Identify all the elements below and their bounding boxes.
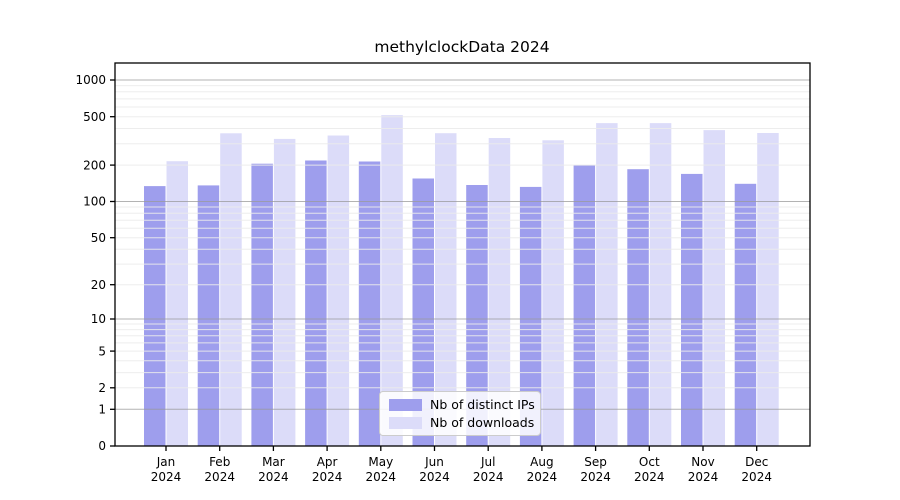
bar-sep-distinct-ips [573,165,596,446]
x-tick-label-month: Jan [156,455,176,469]
legend-swatch-downloads [389,416,422,429]
bar-dec-distinct-ips [734,183,757,447]
x-tick-label-month: Mar [262,455,285,469]
bar-jun-distinct-ips [412,178,434,446]
x-tick-label-year: 2024 [366,470,397,484]
y-tick-label: 2 [98,381,106,395]
x-tick-label-month: Sep [584,455,607,469]
bar-may-distinct-ips [358,161,381,446]
y-tick-label: 100 [83,195,106,209]
x-tick-label-month: Nov [691,455,714,469]
bar-feb-downloads [220,133,242,447]
x-tick-label-month: Oct [639,455,660,469]
x-tick-label-month: Feb [209,455,230,469]
y-tick-label: 0 [98,439,106,453]
x-tick-label-month: Aug [530,455,553,469]
y-tick-label: 20 [91,278,106,292]
bar-apr-downloads [327,135,350,446]
x-tick-label-year: 2024 [688,470,719,484]
bar-mar-distinct-ips [251,163,273,446]
x-tick-label-month: Jun [424,455,444,469]
bar-oct-distinct-ips [627,169,649,446]
legend-row-downloads: Nb of downloads [389,415,535,430]
gridlines-layer [115,79,810,410]
y-tick-label: 10 [91,312,106,326]
x-tick-label-year: 2024 [258,470,289,484]
bar-jan-distinct-ips [144,186,166,446]
x-tick-label-month: Dec [745,455,768,469]
x-tick-label-year: 2024 [419,470,450,484]
x-tick-label-year: 2024 [527,470,558,484]
axes-layer: 01251020501002005001000Jan2024Feb2024Mar… [75,62,811,484]
bar-dec-downloads [757,133,779,446]
bar-aug-distinct-ips [519,186,542,446]
x-tick-label-year: 2024 [580,470,611,484]
x-tick-label-month: May [368,455,393,469]
chart-title: methylclockData 2024 [374,38,549,56]
bar-aug-downloads [542,140,564,447]
bar-jul-downloads [488,138,511,446]
bar-nov-downloads [703,130,725,446]
legend-row-distinct-ips: Nb of distinct IPs [389,397,535,412]
bar-nov-distinct-ips [681,173,703,446]
bar-mar-downloads [273,138,296,446]
x-tick-label-year: 2024 [473,470,504,484]
x-tick-label-year: 2024 [312,470,343,484]
x-tick-label-month: Apr [317,455,338,469]
legend-swatch-distinct-ips [389,398,422,411]
x-tick-label-year: 2024 [204,470,235,484]
bar-jul-distinct-ips [466,185,488,446]
y-tick-label: 500 [83,110,106,124]
y-tick-label: 1 [98,403,106,417]
bar-may-downloads [381,115,403,446]
bar-jun-downloads [435,133,457,446]
bar-feb-distinct-ips [197,185,220,446]
y-tick-label: 50 [91,231,106,245]
legend-label-downloads: Nb of downloads [430,415,535,430]
plot-frame [114,62,811,447]
x-tick-label-year: 2024 [634,470,665,484]
bar-apr-distinct-ips [305,160,327,446]
x-tick-label-year: 2024 [741,470,772,484]
y-tick-label: 1000 [75,73,106,87]
x-tick-label-month: Jul [480,455,495,469]
y-tick-label: 200 [83,158,106,172]
bar-jan-downloads [166,161,188,446]
legend: Nb of distinct IPs Nb of downloads [379,391,541,436]
y-tick-label: 5 [98,344,106,358]
legend-label-distinct-ips: Nb of distinct IPs [430,397,535,412]
x-tick-label-year: 2024 [151,470,182,484]
